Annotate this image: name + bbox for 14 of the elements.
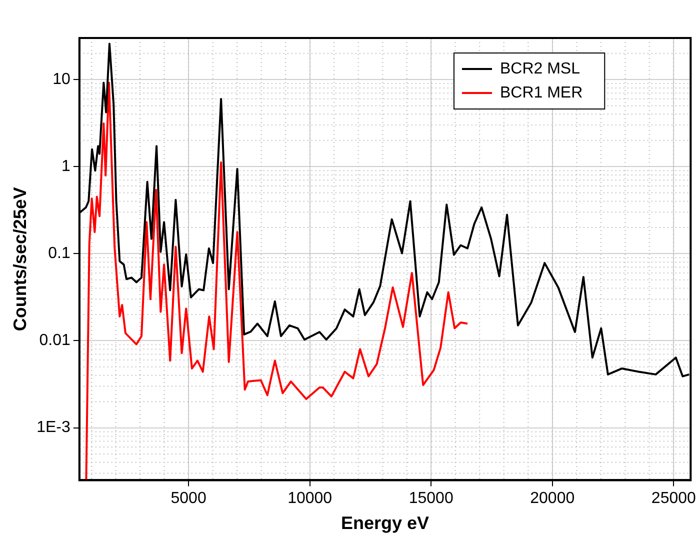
- x-tick-label: 10000: [288, 490, 332, 508]
- y-tick-label: 10: [52, 70, 70, 88]
- x-tick-label: 5000: [170, 490, 206, 508]
- y-tick-label: 0.1: [48, 245, 70, 262]
- y-axis-title: Counts/sec/25eV: [10, 187, 30, 332]
- x-tick-label: 20000: [530, 490, 575, 508]
- x-tick-label: 15000: [408, 490, 454, 508]
- y-tick-label: 1: [61, 158, 70, 176]
- x-axis-title: Energy eV: [341, 513, 430, 534]
- x-tick-label: 25000: [651, 490, 696, 508]
- legend-label: BCR2 MSL: [500, 60, 580, 78]
- legend-label: BCR1 MER: [500, 84, 583, 102]
- y-tick-label: 1E-3: [36, 419, 70, 436]
- y-tick-label: 0.01: [39, 332, 70, 350]
